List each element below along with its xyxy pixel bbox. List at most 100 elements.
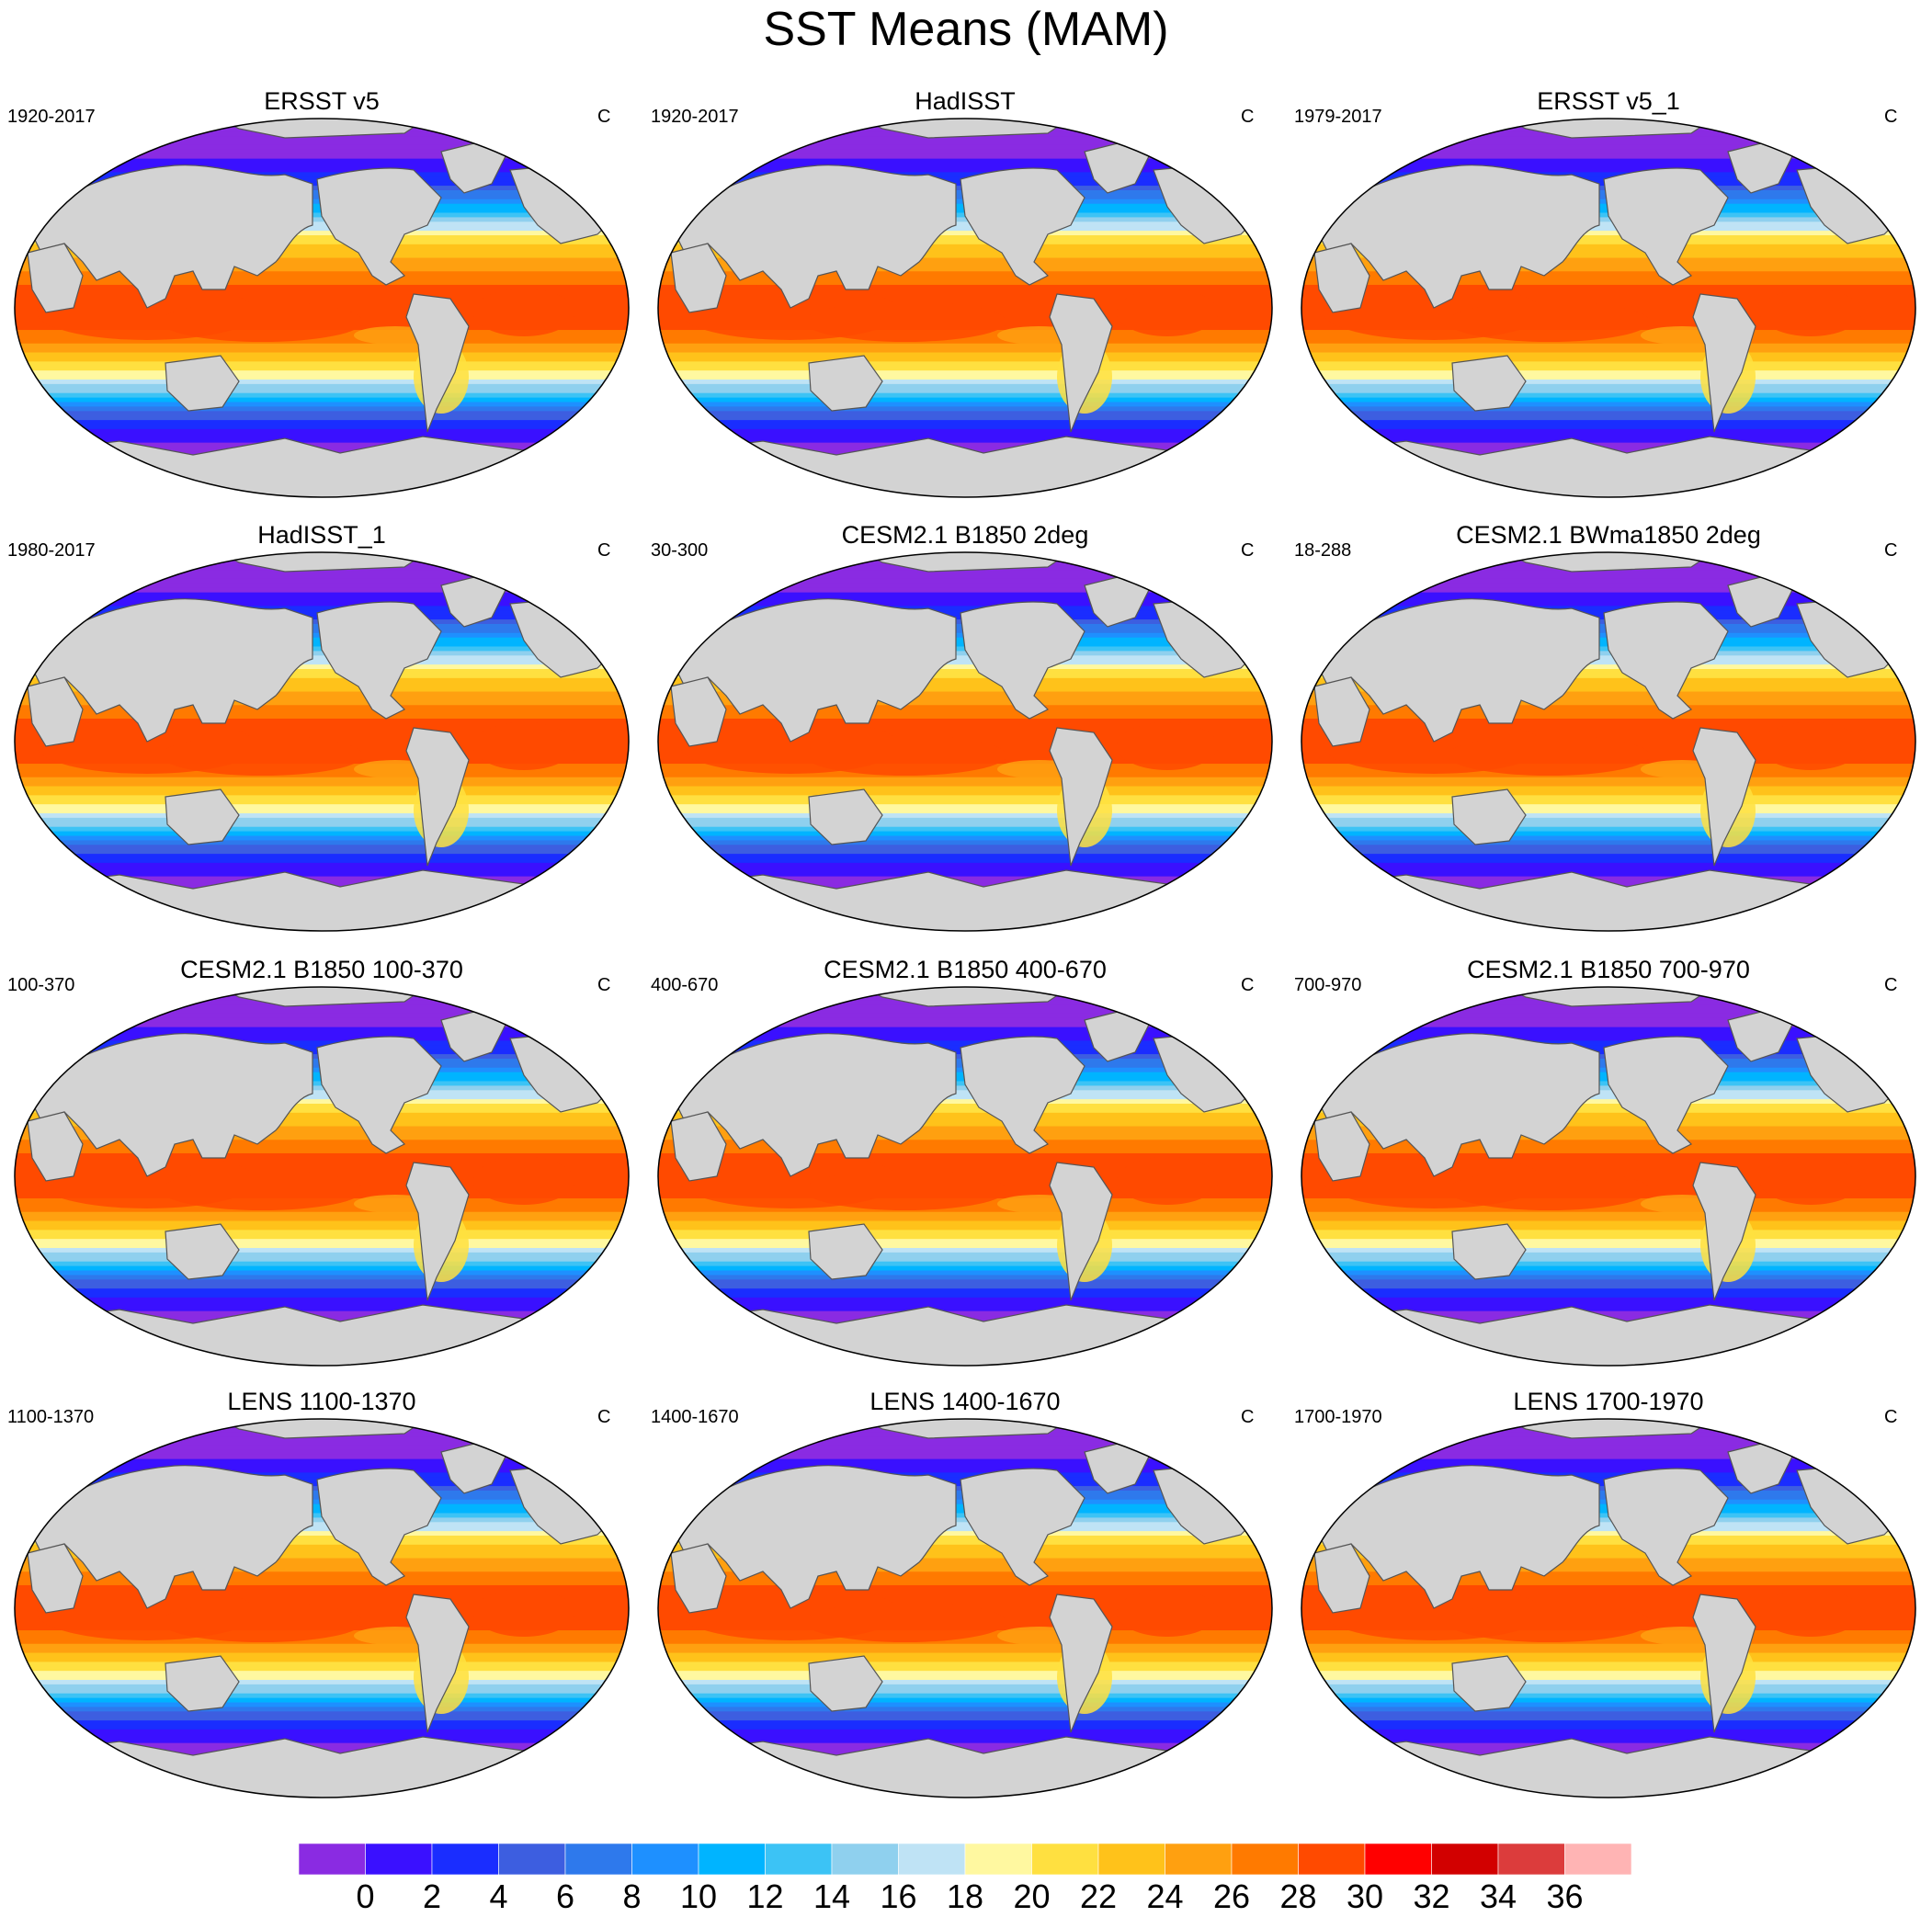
sst-band	[658, 1666, 1272, 1673]
sst-band	[1301, 231, 1915, 237]
sst-band	[658, 1162, 1272, 1168]
sst-band	[1301, 1598, 1915, 1605]
sst-band	[1301, 1144, 1915, 1151]
sst-band	[15, 1517, 629, 1524]
colorbar-tick-label: 34	[1479, 1877, 1517, 1915]
sst-band	[658, 1225, 1272, 1231]
sst-band	[658, 1716, 1272, 1722]
sst-map	[1301, 118, 1916, 498]
sst-band	[15, 163, 629, 169]
colorbar-tick-label: 10	[679, 1877, 718, 1915]
sst-band	[1301, 601, 1915, 607]
sst-band	[1301, 570, 1915, 576]
sst-band	[1301, 397, 1915, 403]
south-america-landmass	[405, 293, 470, 433]
sst-band	[1301, 1121, 1915, 1128]
colorbar-box	[498, 1843, 566, 1875]
sst-band	[1301, 1571, 1915, 1578]
sst-band	[658, 379, 1272, 385]
sst-band	[15, 1567, 629, 1573]
sst-band	[15, 691, 629, 698]
sst-band	[15, 141, 629, 146]
sst-band	[1301, 1688, 1915, 1695]
south-america-landmass	[1049, 293, 1113, 433]
sst-band	[1301, 141, 1915, 146]
sst-band	[1301, 696, 1915, 702]
sst-band	[658, 1567, 1272, 1573]
sst-band	[15, 854, 629, 860]
sst-band	[658, 1581, 1272, 1586]
sst-band	[1301, 1652, 1915, 1659]
sst-band	[1301, 795, 1915, 801]
sst-band	[15, 849, 629, 856]
sst-band	[15, 158, 629, 164]
map-outline	[14, 1418, 630, 1798]
sst-band	[658, 862, 1272, 868]
sst-band	[1301, 1130, 1915, 1137]
sst-band	[15, 361, 629, 368]
africa-landmass	[670, 676, 727, 747]
sst-band	[1301, 1738, 1915, 1744]
sst-band	[15, 835, 629, 842]
sst-band	[1301, 1135, 1915, 1141]
sst-band	[658, 1130, 1272, 1137]
sst-band	[1301, 1211, 1915, 1218]
sst-band	[658, 352, 1272, 358]
sst-band	[658, 293, 1272, 300]
sst-band	[1301, 1149, 1915, 1154]
sst-band	[15, 1526, 629, 1533]
sst-band	[1301, 1711, 1915, 1718]
sst-band	[658, 239, 1272, 245]
asia-europe-landmass	[27, 164, 313, 309]
panel-unit-label: C	[1884, 1407, 1898, 1427]
sst-band	[15, 1707, 629, 1713]
sst-band	[15, 1135, 629, 1141]
sst-band	[658, 1004, 1272, 1011]
sst-band	[15, 1666, 629, 1673]
colorbar-box	[698, 1843, 766, 1875]
sst-band	[1301, 1036, 1915, 1042]
sst-band	[658, 244, 1272, 250]
sst-band	[658, 677, 1272, 684]
sst-band	[658, 1738, 1272, 1744]
sst-band	[658, 1306, 1272, 1312]
sst-band	[15, 1458, 629, 1465]
sst-band	[658, 651, 1272, 657]
sst-band	[15, 1306, 629, 1312]
sst-band	[15, 700, 629, 707]
sst-band	[658, 1135, 1272, 1141]
map-outline	[14, 118, 630, 498]
sst-band	[658, 338, 1272, 345]
sst-band	[15, 822, 629, 828]
sst-band	[15, 664, 629, 671]
sst-band	[658, 158, 1272, 164]
sst-band	[1301, 835, 1915, 842]
sst-band	[15, 1252, 629, 1258]
sst-band	[15, 1009, 629, 1015]
asia-europe-landmass	[27, 1033, 313, 1177]
sst-band	[15, 221, 629, 228]
sst-band	[15, 862, 629, 868]
sst-band	[15, 1126, 629, 1132]
sst-band	[15, 714, 629, 720]
sst-band	[1301, 686, 1915, 693]
sst-band	[1301, 1472, 1915, 1479]
colorbar-tick-label: 20	[1013, 1877, 1051, 1915]
sst-band	[15, 1463, 629, 1469]
sst-band	[1301, 1526, 1915, 1533]
sst-band	[658, 1702, 1272, 1708]
sst-band	[658, 280, 1272, 286]
sst-band	[1301, 217, 1915, 223]
sst-band	[15, 1539, 629, 1546]
colorbar-box	[431, 1843, 499, 1875]
sst-band	[1301, 1157, 1915, 1163]
sst-band	[1301, 289, 1915, 295]
sst-band	[1301, 1275, 1915, 1281]
colorbar-tick-label: 14	[813, 1877, 851, 1915]
sst-band	[1301, 822, 1915, 828]
north-america-landmass	[316, 601, 442, 720]
sst-band	[658, 1149, 1272, 1154]
sst-band	[15, 606, 629, 612]
sst-band	[15, 153, 629, 160]
sst-band	[1301, 1225, 1915, 1231]
